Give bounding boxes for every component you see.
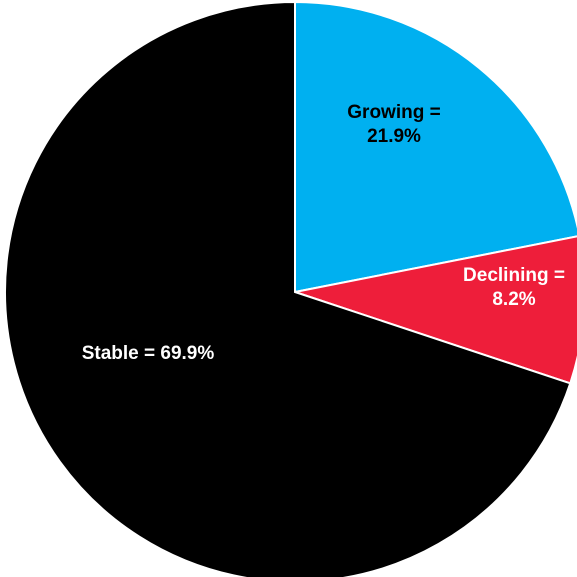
- slice-label-line: Declining =: [463, 265, 565, 286]
- slice-label-line: Growing =: [347, 102, 440, 123]
- slice-label-line: Stable = 69.9%: [82, 343, 215, 364]
- slice-label-line: 8.2%: [492, 289, 535, 310]
- slice-label-stable: Stable = 69.9%: [82, 343, 215, 364]
- pie-slices: [4, 0, 577, 577]
- slice-label-line: 21.9%: [367, 126, 421, 147]
- slice-label-declining: Declining = 8.2%: [463, 265, 565, 310]
- pie-slice-declining: [291, 235, 577, 385]
- slice-label-growing: Growing = 21.9%: [347, 102, 440, 147]
- pie-slice-growing: [294, 0, 577, 294]
- pie-slice-stable: [4, 0, 572, 577]
- pie-labels: Growing = 21.9% Declining = 8.2% Stable = 69…: [82, 102, 565, 364]
